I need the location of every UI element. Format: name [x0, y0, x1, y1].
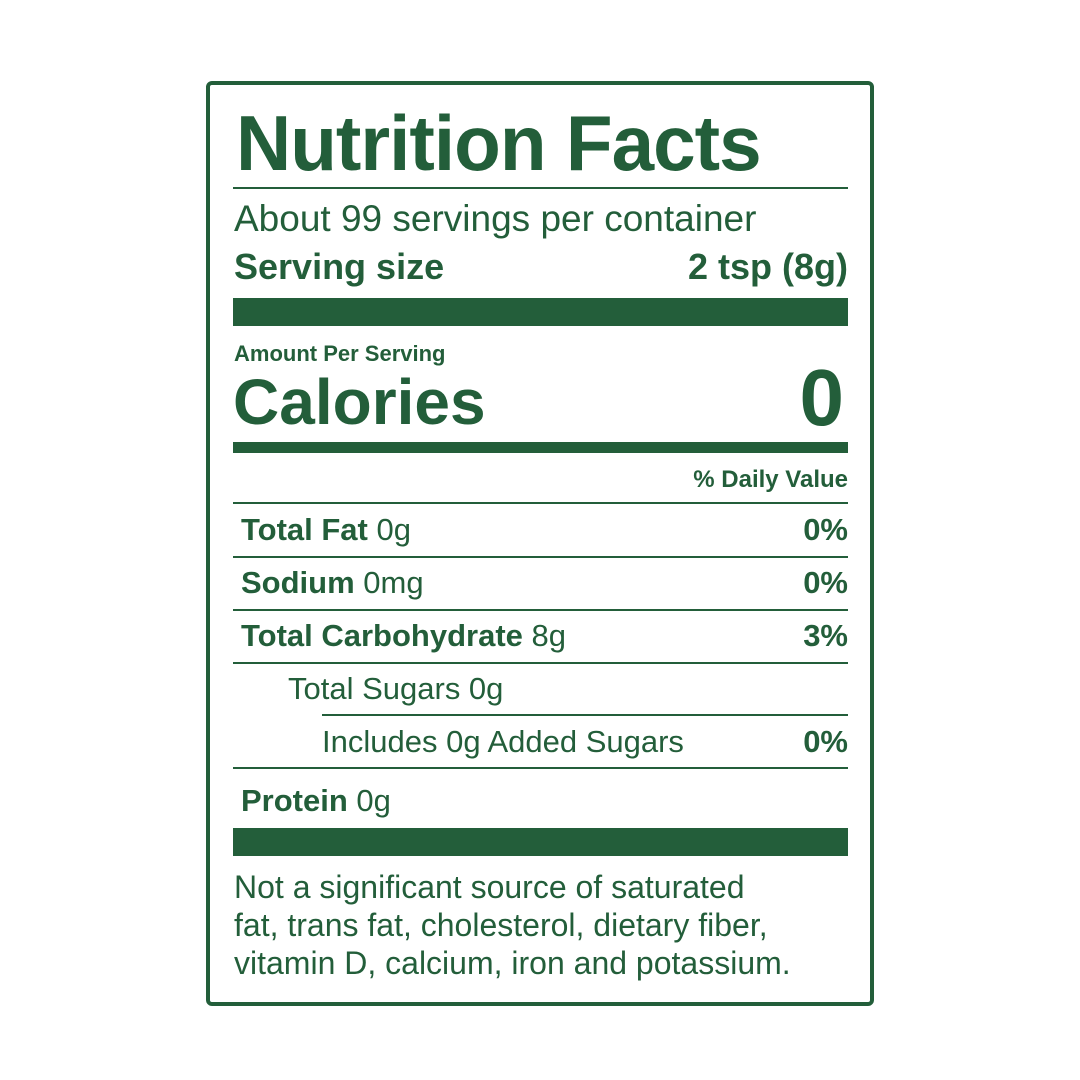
divider: [233, 502, 848, 504]
divider: [322, 714, 848, 716]
label-border: [206, 81, 874, 1006]
divider: [233, 767, 848, 769]
calories-value: 0: [799, 353, 845, 442]
footnote-line: Not a significant source of saturated: [234, 869, 745, 905]
nutrient-row-total-fat: Total Fat 0g: [241, 514, 411, 545]
nutrient-row-sodium: Sodium 0mg: [241, 567, 424, 598]
nutrient-dv: 0%: [803, 512, 848, 547]
nutrient-name: Total Fat: [241, 512, 368, 547]
nutrient-name: Protein: [241, 783, 348, 818]
nutrient-name: Sodium: [241, 565, 355, 600]
nutrient-amount: 0g: [376, 512, 411, 547]
nutrient-dv: 0%: [803, 565, 848, 600]
amount-per-serving: Amount Per Serving: [234, 341, 446, 366]
medium-bar: [233, 442, 848, 453]
divider: [233, 609, 848, 611]
nutrient-row-total-carbohydrate: Total Carbohydrate 8g: [241, 620, 566, 651]
calories-label: Calories: [233, 366, 486, 438]
nutrient-row-added-sugars: Includes 0g Added Sugars: [322, 724, 684, 759]
nutrient-amount: 0g: [356, 783, 391, 818]
thick-bar: [233, 298, 848, 326]
divider: [233, 662, 848, 664]
divider: [233, 556, 848, 558]
divider: [233, 187, 848, 189]
servings-per-container: About 99 servings per container: [234, 198, 757, 239]
serving-size-value: 2 tsp (8g): [687, 246, 848, 287]
label-title: Nutrition Facts: [236, 99, 762, 187]
thick-bar: [233, 828, 848, 856]
nutrient-amount: 8g: [531, 618, 567, 653]
footnote-line: fat, trans fat, cholesterol, dietary fib…: [234, 907, 768, 943]
serving-size-label: Serving size: [234, 246, 445, 287]
footnote-line: vitamin D, calcium, iron and potassium.: [234, 945, 791, 981]
nutrient-row-total-sugars: Total Sugars 0g: [288, 671, 504, 706]
nutrient-row-protein: Protein 0g: [241, 785, 391, 816]
nutrient-amount: 0mg: [363, 565, 424, 600]
daily-value-header: % Daily Value: [693, 466, 848, 493]
nutrient-dv: 0%: [803, 724, 848, 759]
nutrient-dv: 3%: [803, 618, 848, 653]
nutrient-name: Total Carbohydrate: [241, 618, 523, 653]
